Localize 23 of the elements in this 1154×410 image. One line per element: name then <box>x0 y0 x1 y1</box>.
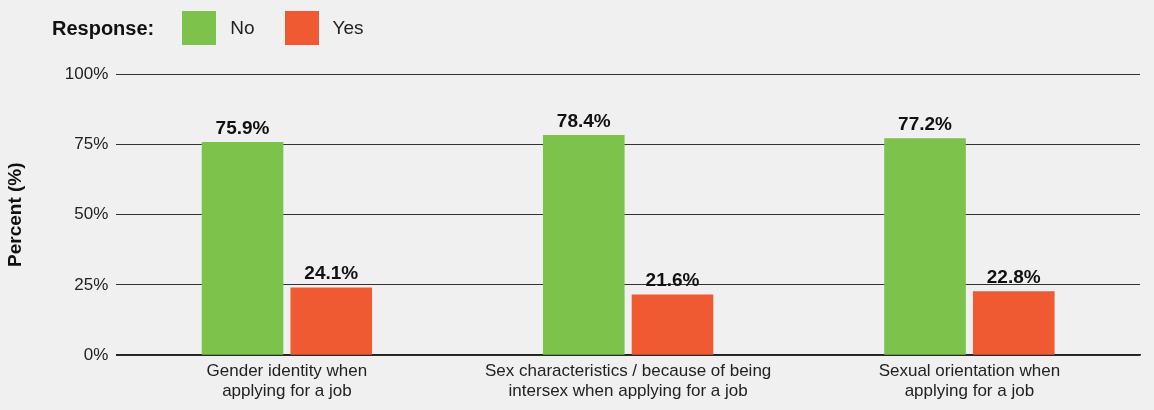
legend-label: Yes <box>332 17 364 39</box>
y-tick-label: 25% <box>74 274 109 294</box>
x-tick-label: Sex characteristics / because of being intersex when applying for a job <box>484 361 772 401</box>
y-tick-label: 100% <box>64 63 109 83</box>
bar <box>884 138 966 355</box>
bar <box>631 294 714 355</box>
y-tick-label: 50% <box>74 204 109 224</box>
y-tick-label: 0% <box>83 344 109 364</box>
data-label: 75.9% <box>215 116 270 138</box>
bar <box>290 287 373 355</box>
y-axis-title: Percent (%) <box>3 162 25 267</box>
legend-label: No <box>230 17 255 39</box>
bar <box>542 134 625 355</box>
data-label: 24.1% <box>304 262 359 284</box>
bar <box>201 141 284 355</box>
x-tick-label: Gender identity when applying for a job <box>206 361 368 401</box>
bar <box>972 291 1055 355</box>
x-tick-label: Sexual orientation when applying for a job <box>878 361 1061 401</box>
data-label: 78.4% <box>556 109 611 131</box>
data-label: 77.2% <box>898 113 953 134</box>
legend-title: Response: <box>52 16 155 40</box>
data-label: 22.8% <box>986 265 1041 287</box>
y-tick-label: 75% <box>74 134 109 154</box>
